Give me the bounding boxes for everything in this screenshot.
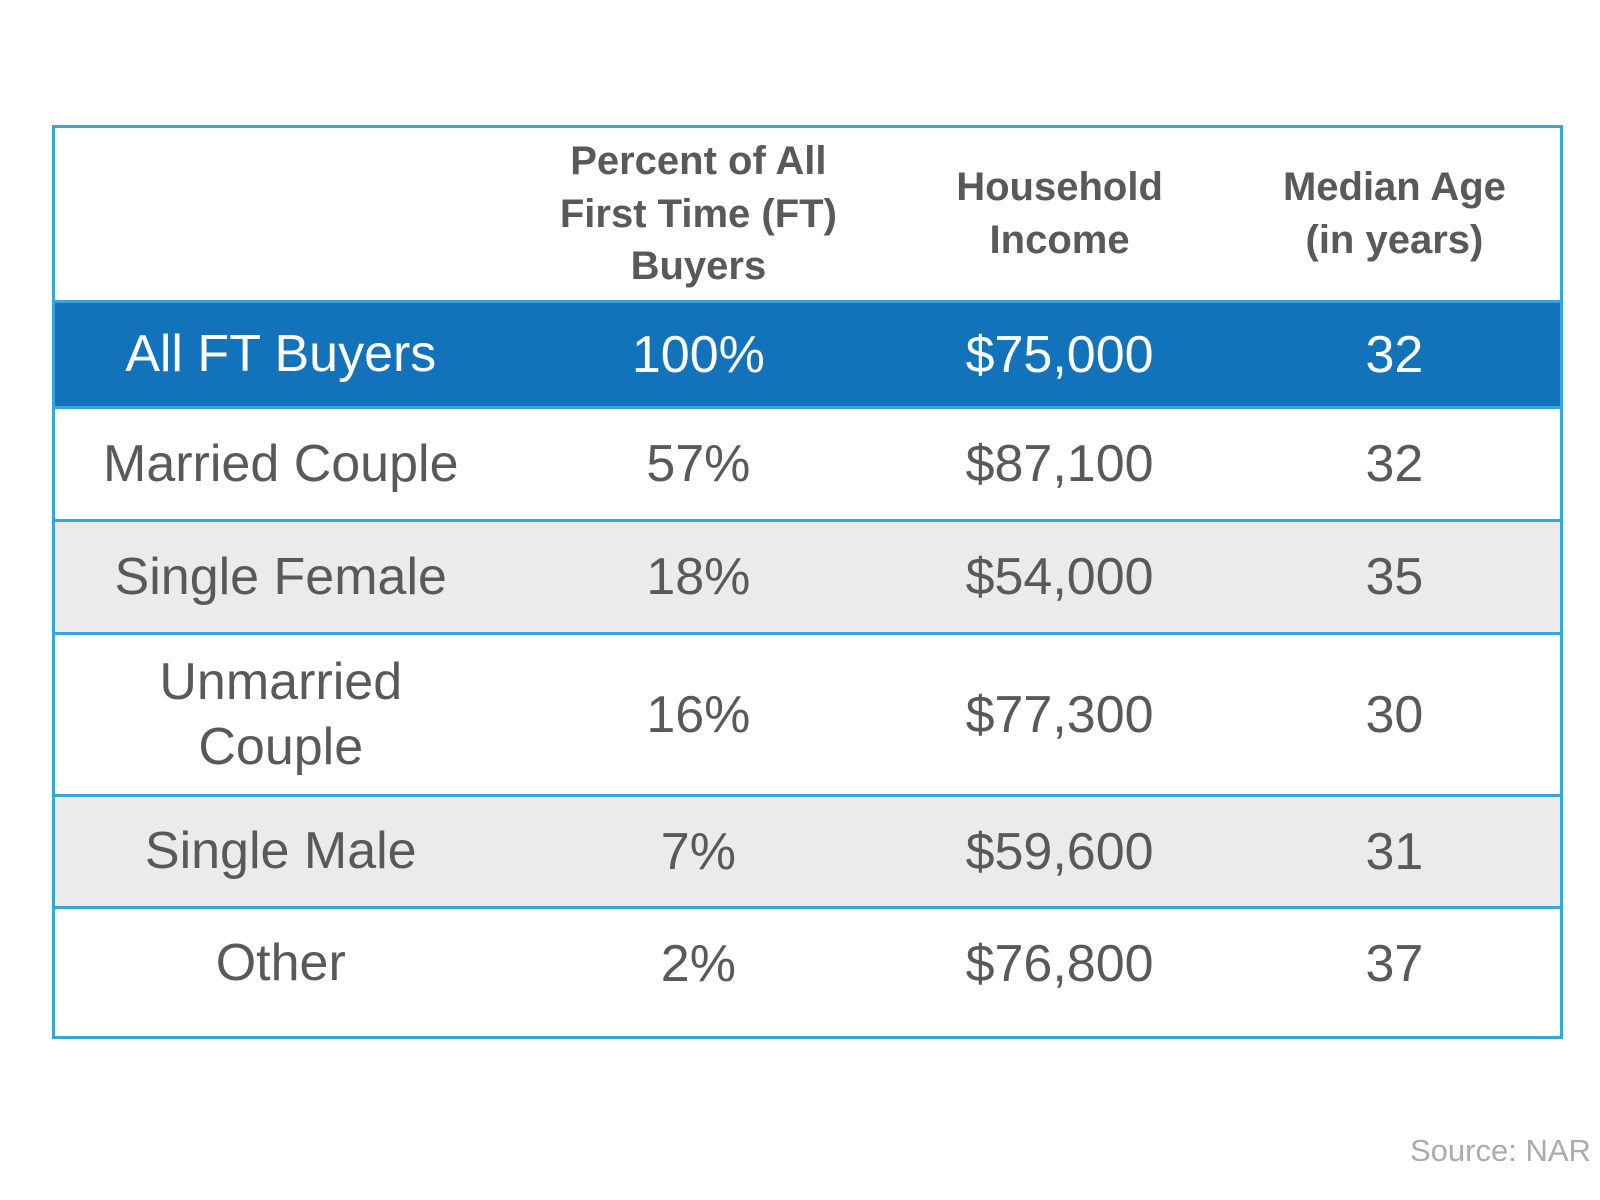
row-label: Married Couple bbox=[103, 434, 459, 493]
percent-cell: 100% bbox=[631, 325, 765, 384]
header-cell-age: Median Age (in years) bbox=[1229, 128, 1560, 300]
row-label-cell: All FT Buyers bbox=[55, 303, 507, 406]
row-label: All FT Buyers bbox=[125, 325, 437, 383]
header-label-percent: Percent of All First Time (FT) Buyers bbox=[559, 138, 837, 289]
income-cell: $87,100 bbox=[965, 435, 1154, 493]
income-cell: $59,600 bbox=[965, 822, 1154, 881]
age-cell: 32 bbox=[1365, 435, 1424, 493]
table-header-row: Percent of All First Time (FT) Buyers Ho… bbox=[55, 128, 1560, 300]
header-label-income: Household Income bbox=[956, 165, 1163, 262]
age-cell: 32 bbox=[1365, 325, 1424, 384]
table-row-single-female: Single Female 18% $54,000 35 bbox=[55, 519, 1560, 632]
income-cell: $77,300 bbox=[965, 685, 1154, 744]
age-cell: 37 bbox=[1365, 934, 1424, 993]
table-row-married-couple: Married Couple 57% $87,100 32 bbox=[55, 406, 1560, 519]
age-cell: 31 bbox=[1365, 822, 1424, 881]
table-row-unmarried-couple: Unmarried Couple 16% $77,300 30 bbox=[55, 632, 1560, 794]
table-row-all-ft-buyers: All FT Buyers 100% $75,000 32 bbox=[55, 300, 1560, 406]
percent-cell: 2% bbox=[660, 934, 736, 993]
header-cell-percent: Percent of All First Time (FT) Buyers bbox=[507, 128, 891, 300]
row-label-cell: Unmarried Couple bbox=[55, 635, 507, 794]
age-cell: 30 bbox=[1365, 685, 1424, 744]
percent-cell: 7% bbox=[660, 822, 736, 881]
first-time-buyers-table: Percent of All First Time (FT) Buyers Ho… bbox=[52, 125, 1563, 1039]
header-cell-income: Household Income bbox=[890, 128, 1229, 300]
percent-cell: 57% bbox=[646, 435, 751, 493]
age-cell: 35 bbox=[1365, 548, 1424, 606]
percent-cell: 16% bbox=[646, 685, 751, 744]
row-label-cell: Single Male bbox=[55, 797, 507, 906]
row-label: Other bbox=[215, 934, 346, 992]
income-cell: $76,800 bbox=[965, 934, 1154, 993]
income-cell: $54,000 bbox=[965, 548, 1154, 606]
header-label-age: Median Age (in years) bbox=[1282, 165, 1506, 262]
table-row-other: Other 2% $76,800 37 bbox=[55, 906, 1560, 1018]
percent-cell: 18% bbox=[646, 548, 751, 606]
table-row-single-male: Single Male 7% $59,600 31 bbox=[55, 794, 1560, 906]
row-label-cell: Married Couple bbox=[55, 409, 507, 519]
row-label-cell: Single Female bbox=[55, 522, 507, 632]
row-label: Single Female bbox=[114, 547, 447, 606]
income-cell: $75,000 bbox=[965, 325, 1154, 384]
row-label-cell: Other bbox=[55, 909, 507, 1018]
row-label: Unmarried Couple bbox=[159, 652, 403, 776]
row-label: Single Male bbox=[144, 822, 417, 880]
source-note: Source: NAR bbox=[1410, 1133, 1591, 1168]
header-cell-empty bbox=[55, 128, 507, 300]
